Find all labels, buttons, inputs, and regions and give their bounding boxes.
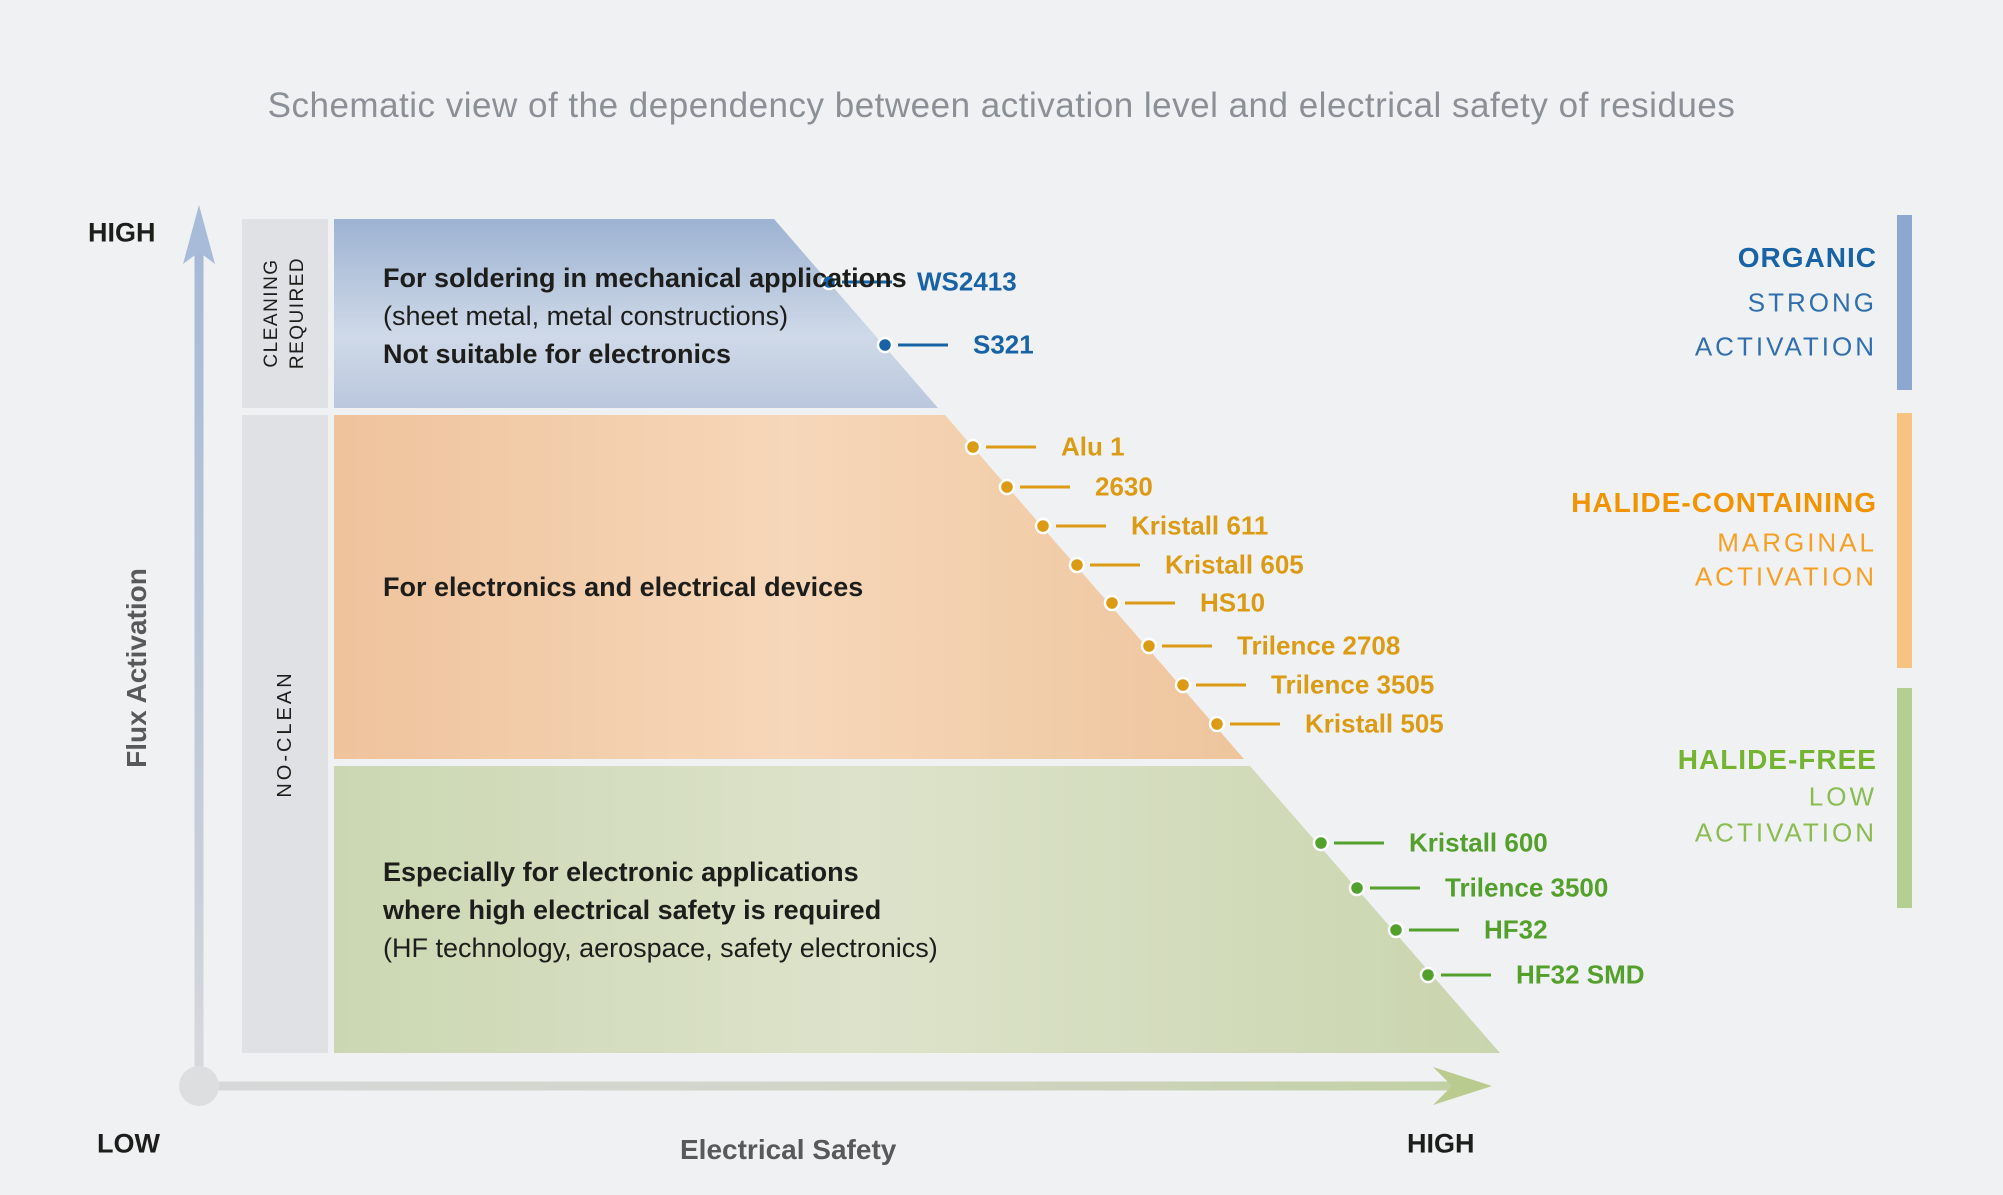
legend-halide-containing-row1: MARGINAL (1717, 527, 1877, 558)
green-band-description: Especially for electronic applications w… (383, 853, 938, 967)
cleaning-required-strip (242, 219, 328, 408)
green-band-line1: Especially for electronic applications (383, 857, 859, 887)
product-label-trilence-3505: Trilence 3505 (1271, 669, 1435, 700)
green-band-line3: (HF technology, aerospace, safety electr… (383, 933, 938, 963)
orange-band-line1: For electronics and electrical devices (383, 572, 864, 602)
product-label-ws2413: WS2413 (917, 266, 1017, 297)
blue-band-description: For soldering in mechanical applications… (383, 259, 907, 373)
legend-organic-bar (1897, 215, 1912, 390)
blue-band-shape (334, 219, 938, 408)
product-label-kristall-611: Kristall 611 (1131, 510, 1269, 541)
product-label-kristall-605: Kristall 605 (1165, 549, 1304, 580)
orange-product-connectors (986, 445, 1280, 726)
legend-halide-free-row1: LOW (1808, 781, 1877, 812)
product-label-kristall-505: Kristall 505 (1305, 708, 1444, 739)
axis-origin-dot (179, 1066, 219, 1106)
blue-band-line2: (sheet metal, metal constructions) (383, 301, 789, 331)
product-label-s321: S321 (973, 329, 1034, 360)
legend-halide-free-row2: ACTIVATION (1694, 817, 1877, 848)
green-product-connectors (1334, 841, 1491, 977)
x-axis-high-label: HIGH (1407, 1128, 1475, 1159)
y-axis-low-label: LOW (97, 1128, 160, 1159)
page-title: Schematic view of the dependency between… (267, 86, 1736, 125)
product-label-hs10: HS10 (1200, 587, 1266, 618)
x-axis-arrow-icon (1433, 1067, 1492, 1105)
legend-halide-containing-bar (1897, 413, 1912, 668)
no-clean-label: NO-CLEAN (274, 670, 296, 798)
legend-halide-containing-row2: ACTIVATION (1694, 561, 1877, 592)
blue-product-dots (820, 273, 894, 354)
legend-halide-containing-title: HALIDE-CONTAINING (1571, 487, 1877, 518)
legend-organic-title: ORGANIC (1737, 242, 1877, 273)
y-axis-title: Flux Activation (121, 568, 152, 768)
product-label-2630: 2630 (1095, 471, 1153, 502)
y-axis-high-label: HIGH (88, 217, 156, 248)
blue-band-line1: For soldering in mechanical applications (383, 263, 907, 293)
y-axis-arrow-icon (183, 205, 215, 264)
green-band-shape (334, 766, 1500, 1053)
green-band-line2: where high electrical safety is required (383, 895, 882, 925)
blue-product-connectors (842, 280, 948, 347)
product-label-trilence-3500: Trilence 3500 (1445, 872, 1609, 903)
legend-halide-free-title: HALIDE-FREE (1677, 744, 1877, 775)
no-clean-strip (242, 415, 328, 1053)
product-label-hf32: HF32 (1484, 914, 1548, 945)
green-product-dots (1312, 834, 1437, 984)
legend-halide-free-bar (1897, 688, 1912, 908)
product-label-alu-1: Alu 1 (1061, 431, 1125, 462)
product-label-hf32-smd: HF32 SMD (1516, 959, 1645, 990)
blue-band-line3: Not suitable for electronics (383, 339, 732, 369)
orange-band-description: For electronics and electrical devices (383, 568, 863, 606)
product-label-kristall-600: Kristall 600 (1409, 827, 1548, 858)
product-label-trilence-2708: Trilence 2708 (1237, 630, 1401, 661)
orange-product-dots (964, 438, 1226, 733)
orange-band-shape (334, 415, 1244, 759)
legend-organic-row2: ACTIVATION (1694, 331, 1877, 362)
legend-organic-row1: STRONG (1747, 287, 1877, 318)
cleaning-required-label: CLEANING REQUIRED (261, 256, 308, 370)
x-axis-title: Electrical Safety (680, 1134, 897, 1165)
